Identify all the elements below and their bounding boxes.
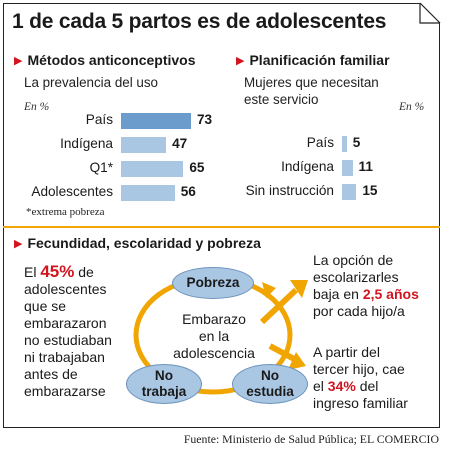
bar-label: País [306, 135, 334, 150]
left-unit: En % [24, 101, 50, 113]
arrow-up-right-icon [290, 280, 308, 298]
left-subtitle: La prevalencia del uso [24, 75, 158, 90]
arrow-down-right-icon [288, 352, 306, 370]
bar [121, 185, 175, 201]
bar-value: 11 [358, 159, 373, 174]
source-credit: Fuente: Ministerio de Salud Pública; EL … [183, 432, 439, 446]
arrow-down-right [268, 343, 298, 363]
bar-label: País [85, 112, 113, 127]
node-poverty: Pobreza [172, 267, 254, 299]
bar-label: Sin instrucción [245, 183, 334, 198]
right-subtitle: Mujeres que necesitan este servicio [244, 75, 379, 107]
bar-value: 5 [352, 135, 361, 150]
bottom-heading: ▶ Fecundidad, escolaridad y pobreza [14, 235, 261, 251]
left-statement: El 45% de adolescentes que se embarazaro… [24, 262, 112, 399]
arrow-up-right [259, 287, 299, 325]
section-divider [3, 226, 440, 228]
bar-value: 47 [172, 136, 188, 151]
bar-label: Adolescentes [31, 184, 113, 199]
bar-value: 15 [362, 183, 378, 198]
bar [121, 161, 184, 177]
right-unit: En % [399, 101, 425, 113]
bar-label: Indígena [281, 159, 334, 174]
cycle-arrow-icon [262, 282, 276, 298]
footnote: *extrema pobreza [26, 206, 105, 218]
cycle-center-text: Embarazo en la adolescencia [173, 311, 255, 361]
red-triangle-icon: ▶ [14, 55, 23, 67]
bar [342, 184, 357, 200]
bar-value: 73 [197, 112, 213, 127]
bar [342, 136, 347, 152]
bar-value: 56 [180, 184, 196, 199]
right-statement-bottom: A partir del tercer hijo, cae el 34% del… [313, 344, 408, 411]
bar-label: Q1* [89, 160, 113, 175]
left-heading: ▶ Métodos anticonceptivos [14, 52, 196, 68]
right-heading: ▶ Planificación familiar [236, 52, 390, 68]
bar-label: Indígena [60, 136, 113, 151]
bar-value: 65 [189, 160, 205, 175]
node-no-work: No trabaja [126, 364, 202, 404]
bar [342, 160, 353, 176]
red-triangle-icon: ▶ [236, 55, 245, 67]
bar [121, 113, 191, 129]
page-title: 1 de cada 5 partos es de adolescentes [12, 10, 387, 33]
infographic-frame [3, 3, 440, 428]
node-no-study: No estudia [232, 364, 308, 404]
red-triangle-icon: ▶ [14, 238, 23, 250]
right-statement-top: La opción de escolarizarles baja en 2,5 … [313, 252, 419, 319]
bar [121, 137, 167, 153]
